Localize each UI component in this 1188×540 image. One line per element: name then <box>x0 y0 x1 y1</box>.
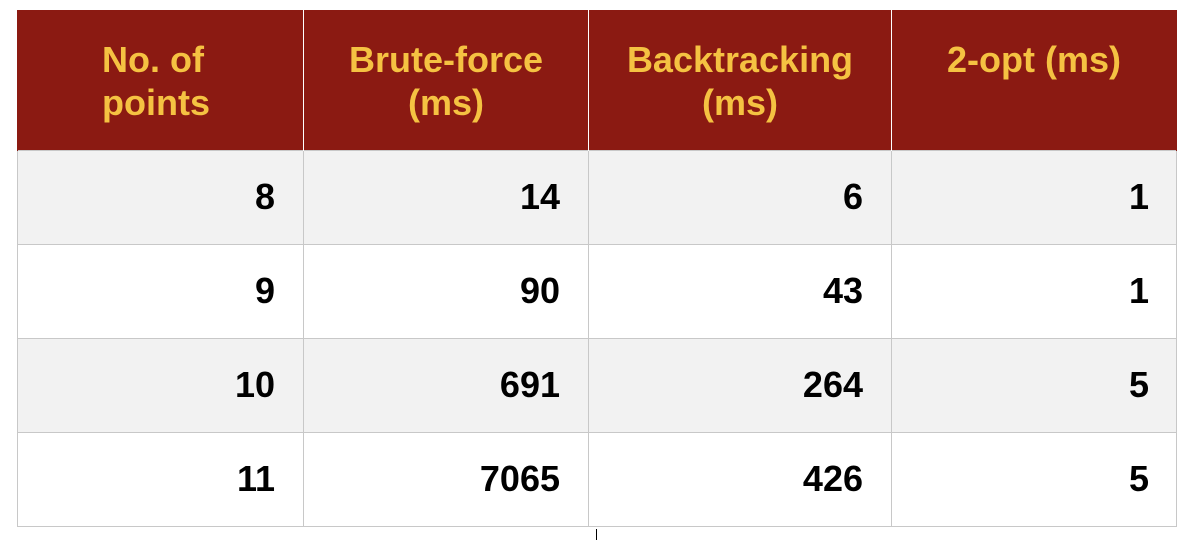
cell-points: 11 <box>17 431 304 527</box>
cell-two-opt: 1 <box>891 149 1177 245</box>
cell-backtracking: 264 <box>588 337 892 433</box>
header-backtracking-line1: Backtracking <box>626 39 854 80</box>
table-row: 9 90 43 1 <box>17 243 1177 339</box>
header-brute-force: Brute-force (ms) <box>303 10 589 150</box>
cell-brute-force: 90 <box>303 243 589 339</box>
header-points-line2: points <box>102 82 210 123</box>
header-brute-force-line1: Brute-force <box>348 39 544 80</box>
cell-two-opt: 5 <box>891 431 1177 527</box>
cell-backtracking: 43 <box>588 243 892 339</box>
table-row: 8 14 6 1 <box>17 149 1177 245</box>
cell-two-opt: 5 <box>891 337 1177 433</box>
header-two-opt-line1: 2-opt (ms) <box>947 39 1121 80</box>
cell-backtracking: 6 <box>588 149 892 245</box>
header-backtracking: Backtracking (ms) <box>588 10 892 150</box>
cell-two-opt: 1 <box>891 243 1177 339</box>
cell-points: 10 <box>17 337 304 433</box>
header-points: No. of points <box>17 10 304 150</box>
cell-brute-force: 691 <box>303 337 589 433</box>
cell-points: 8 <box>17 149 304 245</box>
table-row: 11 7065 426 5 <box>17 431 1177 527</box>
header-points-line1: No. of <box>102 39 204 80</box>
header-backtracking-line2: (ms) <box>701 82 778 123</box>
cell-backtracking: 426 <box>588 431 892 527</box>
cell-brute-force: 14 <box>303 149 589 245</box>
header-two-opt: 2-opt (ms) <box>891 10 1177 150</box>
timing-table: No. of points Brute-force (ms) Backtrack… <box>17 10 1177 527</box>
table-row: 10 691 264 5 <box>17 337 1177 433</box>
header-brute-force-line2: (ms) <box>407 82 484 123</box>
cell-points: 9 <box>17 243 304 339</box>
cell-brute-force: 7065 <box>303 431 589 527</box>
results-table-container: No. of points Brute-force (ms) Backtrack… <box>17 10 1177 527</box>
header-row: No. of points Brute-force (ms) Backtrack… <box>17 10 1177 150</box>
text-cursor-mark <box>596 529 597 540</box>
